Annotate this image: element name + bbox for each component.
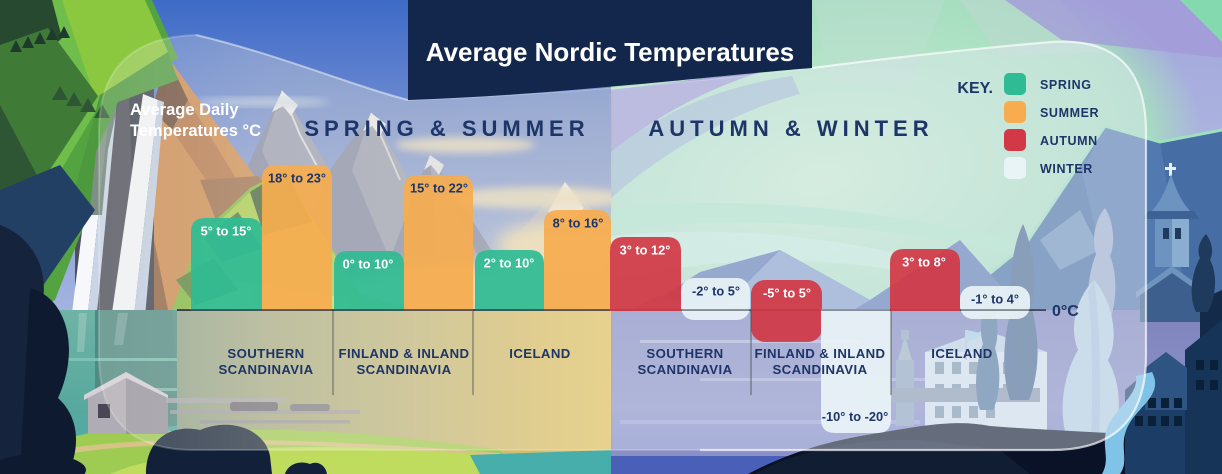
svg-text:8° to 16°: 8° to 16° (553, 216, 604, 231)
svg-text:FINLAND & INLAND: FINLAND & INLAND (755, 346, 886, 361)
svg-text:ICELAND: ICELAND (509, 346, 570, 361)
svg-text:Temperatures °C: Temperatures °C (130, 122, 261, 140)
svg-text:3° to 12°: 3° to 12° (620, 243, 671, 258)
svg-text:AUTUMN: AUTUMN (1040, 134, 1098, 148)
svg-text:0° to 10°: 0° to 10° (343, 257, 394, 272)
svg-text:FINLAND & INLAND: FINLAND & INLAND (339, 346, 470, 361)
svg-text:AUTUMN & WINTER: AUTUMN & WINTER (648, 116, 933, 141)
svg-text:SPRING: SPRING (1040, 78, 1092, 92)
svg-text:15° to 22°: 15° to 22° (410, 181, 468, 196)
svg-text:Average Daily: Average Daily (130, 101, 239, 119)
svg-text:2° to 10°: 2° to 10° (484, 256, 535, 271)
svg-text:-1° to 4°: -1° to 4° (971, 292, 1019, 307)
svg-text:-5° to 5°: -5° to 5° (763, 286, 811, 301)
svg-text:KEY.: KEY. (957, 80, 993, 97)
svg-text:SOUTHERN: SOUTHERN (646, 346, 723, 361)
svg-text:SCANDINAVIA: SCANDINAVIA (356, 362, 451, 377)
svg-text:SCANDINAVIA: SCANDINAVIA (218, 362, 313, 377)
svg-text:-10° to -20°: -10° to -20° (822, 409, 888, 424)
svg-text:SPRING & SUMMER: SPRING & SUMMER (304, 116, 589, 141)
svg-text:SCANDINAVIA: SCANDINAVIA (637, 362, 732, 377)
svg-text:0°C: 0°C (1052, 303, 1079, 320)
svg-text:ICELAND: ICELAND (931, 346, 992, 361)
svg-text:Average Nordic Temperatures: Average Nordic Temperatures (426, 37, 794, 67)
svg-text:18° to 23°: 18° to 23° (268, 171, 326, 186)
svg-text:-2° to 5°: -2° to 5° (692, 284, 740, 299)
svg-text:3° to 8°: 3° to 8° (902, 255, 946, 270)
svg-text:WINTER: WINTER (1040, 162, 1093, 176)
svg-text:5° to 15°: 5° to 15° (201, 224, 252, 239)
svg-text:SUMMER: SUMMER (1040, 106, 1099, 120)
svg-text:SOUTHERN: SOUTHERN (227, 346, 304, 361)
svg-text:SCANDINAVIA: SCANDINAVIA (772, 362, 867, 377)
